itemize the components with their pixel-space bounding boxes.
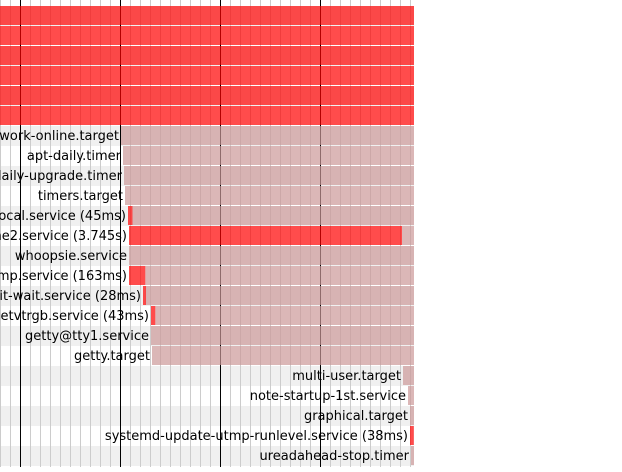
unit-label: apache2.service (3.745s) (0, 229, 127, 244)
activating-bar (0, 6, 415, 25)
activating-bar (410, 426, 414, 445)
active-bar (155, 306, 415, 325)
unit-label: graphical.target (304, 409, 408, 424)
active-bar (132, 206, 414, 225)
active-bar (151, 326, 414, 345)
active-bar (121, 126, 414, 145)
activating-bar (0, 46, 415, 65)
unit-label: plymouth-quit-wait.service (28ms) (0, 289, 141, 304)
active-bar (403, 366, 414, 385)
unit-label: note-startup-1st.service (250, 389, 406, 404)
activating-bar (143, 286, 146, 305)
activating-bar (128, 206, 133, 225)
unit-label: setvtrgb.service (43ms) (0, 309, 149, 324)
unit-label: whoopsie.service (15, 249, 127, 264)
active-bar (402, 226, 414, 245)
active-bar (152, 346, 414, 365)
activating-bar (129, 226, 402, 245)
active-bar (123, 146, 414, 165)
active-bar (129, 246, 414, 265)
activating-bar (0, 26, 415, 45)
unit-label: getty.target (74, 349, 150, 364)
unit-label: getty@tty1.service (25, 329, 149, 344)
activating-bar (129, 266, 146, 285)
unit-label: multi-user.target (292, 369, 401, 384)
activating-bar (0, 106, 415, 125)
unit-bars (0, 6, 415, 465)
active-bar (145, 266, 415, 285)
unit-label: timers.target (38, 189, 123, 204)
activating-bar (0, 86, 415, 105)
unit-label: hddtemp.service (163ms) (0, 269, 127, 284)
activating-bar (0, 66, 415, 85)
unit-label: apt-daily-upgrade.timer (0, 169, 123, 184)
unit-labels: network-online.target apt-daily.timer apt-… (0, 129, 410, 464)
unit-label: apt-daily.timer (27, 149, 122, 164)
unit-label: rc-local.service (45ms) (0, 209, 126, 224)
active-bar (411, 446, 414, 465)
unit-label: ureadahead-stop.timer (259, 449, 409, 464)
activating-bar (151, 306, 156, 325)
active-bar (124, 166, 414, 185)
active-bar (410, 406, 414, 425)
unit-label: network-online.target (0, 129, 119, 144)
unit-label: systemd-update-utmp-runlevel.service (38… (105, 429, 408, 444)
active-bar (125, 186, 414, 205)
active-bar (145, 286, 415, 305)
active-bar (408, 386, 414, 405)
